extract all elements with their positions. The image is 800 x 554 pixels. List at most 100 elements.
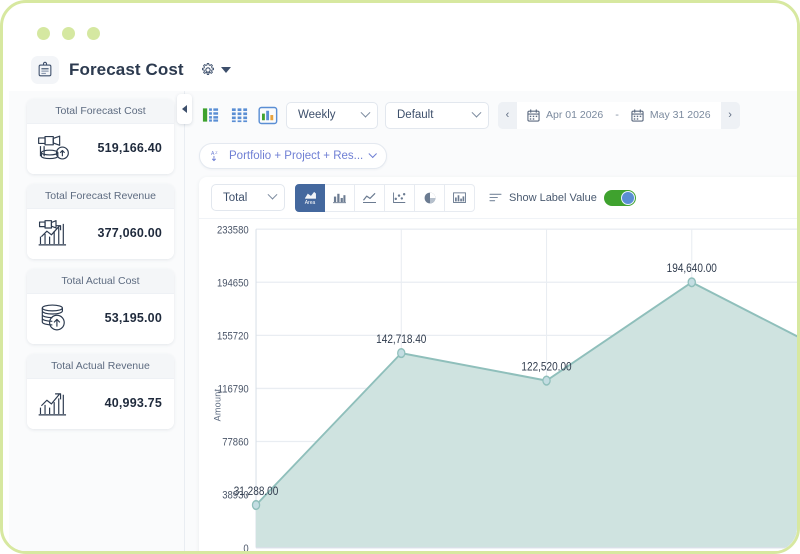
date-separator: - [613,101,621,129]
settings-menu[interactable] [200,62,231,78]
lines-icon [489,193,502,202]
chart-type-bar-button[interactable] [325,183,355,212]
app-header: Forecast Cost [9,49,797,91]
chart-type-group: Area [295,183,475,212]
chevron-down-icon [267,189,278,200]
kpi-sidebar: Total Forecast Cost [9,91,185,551]
data-point-label: 194,640.00 [667,262,717,275]
data-point-label: 142,718.40 [376,333,426,346]
calendar-icon [631,108,644,122]
y-axis-tick-label: 233580 [217,223,249,236]
cost-stack-icon [33,131,79,165]
kpi-body: 53,195.00 [27,294,174,344]
chart-type-scatter-button[interactable] [385,183,415,212]
chevron-down-icon [360,107,371,118]
kpi-title: Total Forecast Cost [27,99,174,124]
window-maximize-dot[interactable] [87,27,100,40]
gear-icon[interactable] [200,62,216,78]
date-from-field[interactable]: Apr 01 2026 [517,101,614,129]
toggle-knob [620,190,635,205]
aggregate-select[interactable]: Total [211,184,285,211]
kpi-value: 377,060.00 [97,226,162,240]
y-axis-tick-label: 194650 [217,277,249,290]
group-by-filter-pill[interactable]: A Z Portfolio + Project + Res... [199,143,388,169]
sort-alpha-icon: A Z [211,151,218,162]
period-select[interactable]: Weekly [286,101,378,129]
coins-up-icon [33,301,79,335]
scatter-chart-icon [393,192,406,203]
chart-type-pie-button[interactable] [415,183,445,212]
show-label-value-label: Show Label Value [509,191,597,204]
kpi-value: 519,166.40 [97,141,162,155]
y-axis-tick-label: 0 [243,542,248,554]
kpi-body: 40,993.75 [27,379,174,429]
chevron-down-icon [368,149,378,159]
view-toolbar: Weekly Default ‹ [185,91,797,139]
chart-view-icon[interactable] [257,105,279,126]
window-inner: Forecast Cost Total Forecast Cost [9,9,800,554]
aggregate-select-value: Total [223,191,248,204]
date-to-value: May 31 2026 [649,109,711,121]
kpi-card-total-forecast-revenue[interactable]: Total Forecast Revenue [27,184,174,259]
chevron-down-icon[interactable] [220,67,231,73]
date-prev-button[interactable]: ‹ [498,101,517,129]
svg-text:A: A [211,151,215,157]
revenue-growth-icon [33,216,79,250]
preset-select[interactable]: Default [385,101,489,129]
data-point-marker [397,347,406,359]
chart-type-area-label: Area [304,199,316,206]
kpi-card-total-actual-cost[interactable]: Total Actual Cost [27,269,174,344]
chart-type-column-button[interactable] [445,183,475,212]
page-body: Total Forecast Cost [9,91,800,554]
report-card-icon [31,56,59,84]
bar-growth-icon [33,386,79,420]
kpi-body: 377,060.00 [27,209,174,259]
area-chart-svg[interactable]: 0 38930 77860 116790 155720 194650 233580 31,28… [199,219,800,554]
main-panel: Weekly Default ‹ [177,91,800,554]
show-label-value-toggle[interactable] [603,189,636,206]
window-minimize-dot[interactable] [62,27,75,40]
y-axis-tick-label: 116790 [218,383,249,396]
chart-toolbar: Total Area [199,177,797,219]
kpi-value: 53,195.00 [104,311,162,325]
grid-view-icon[interactable] [228,105,250,126]
bar-chart-icon [333,193,346,204]
kpi-title: Total Forecast Revenue [27,184,174,209]
line-chart-icon [362,192,376,203]
chart-type-line-button[interactable] [355,183,385,212]
date-from-value: Apr 01 2026 [546,109,604,121]
data-point-label: 122,520.00 [521,361,571,374]
area-chart-icon [304,191,316,199]
area-series-fill [256,282,797,548]
date-range-picker: ‹ Apr 01 2026 - [498,101,740,129]
kpi-card-total-forecast-cost[interactable]: Total Forecast Cost [27,99,174,174]
page-title: Forecast Cost [69,60,184,79]
chart-plot-area: Amount 0 38930 77860 116790 155720 194650 2335… [199,219,800,554]
kpi-card-total-actual-revenue[interactable]: Total Actual Revenue [27,354,174,429]
data-point-label: 31,288.00 [234,485,279,498]
svg-text:Z: Z [215,151,218,155]
filter-row: A Z Portfolio + Project + Res... [185,139,797,177]
data-point-marker [687,277,696,288]
chevron-left-icon[interactable] [182,105,187,113]
filter-pill-label: Portfolio + Project + Res... [229,150,364,162]
window-controls [37,27,100,40]
period-select-value: Weekly [298,109,336,121]
date-next-button[interactable]: › [720,101,740,129]
y-axis-tick-label: 38930 [222,489,249,502]
date-to-field[interactable]: May 31 2026 [620,101,721,129]
data-point-marker [251,499,261,511]
chart-type-area-button[interactable]: Area [295,183,325,212]
kpi-value: 40,993.75 [104,396,162,410]
kpi-title: Total Actual Revenue [27,354,174,379]
list-view-icon[interactable] [199,105,221,126]
chart-card: Total Area [199,177,800,554]
kpi-title: Total Actual Cost [27,269,174,294]
kpi-body: 519,166.40 [27,124,174,174]
sidebar-collapse-button[interactable] [177,94,192,124]
window-close-dot[interactable] [37,27,50,40]
data-point-marker [542,375,551,386]
chevron-down-icon [471,107,482,118]
show-label-value-control[interactable]: Show Label Value [489,189,636,206]
